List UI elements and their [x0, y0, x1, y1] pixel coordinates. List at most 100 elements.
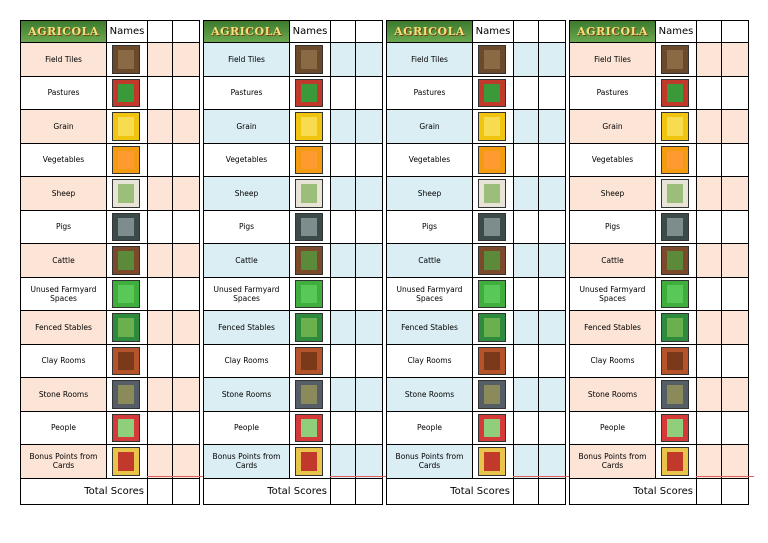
tile-icon: [661, 112, 689, 141]
red-line: [147, 475, 205, 477]
row-label: Stone Rooms: [569, 377, 656, 412]
score-cell: [513, 343, 539, 378]
total-label: Total Scores: [386, 477, 514, 505]
row-label: Pigs: [203, 209, 290, 244]
row-label: Sheep: [569, 176, 656, 211]
logo: AGRICOLA: [569, 20, 656, 43]
row-label: Grain: [386, 109, 473, 144]
row-label: Unused Farmyard Spaces: [203, 276, 290, 311]
tile-icon-inner: [667, 452, 683, 471]
row-label: Field Tiles: [386, 42, 473, 77]
row-label: Vegetables: [203, 142, 290, 177]
names-header: Names: [655, 20, 697, 43]
score-cell: [172, 310, 200, 345]
row-label: Pigs: [20, 209, 107, 244]
score-cell: [172, 410, 200, 445]
cell: [721, 20, 749, 43]
score-cell: [330, 243, 356, 278]
score-cell: [538, 176, 566, 211]
tile-icon-inner: [118, 452, 134, 471]
row-label: People: [20, 410, 107, 445]
row-label: Fenced Stables: [203, 310, 290, 345]
tile-icon: [478, 45, 506, 74]
row-label: Cattle: [569, 243, 656, 278]
score-cell: [172, 42, 200, 77]
score-cell: [355, 109, 383, 144]
row-label: Bonus Points from Cards: [20, 444, 107, 479]
tile-icon-inner: [484, 150, 500, 169]
row-label: Pigs: [386, 209, 473, 244]
tile-icon-inner: [301, 351, 317, 370]
row-label: Stone Rooms: [20, 377, 107, 412]
tile-icon-inner: [118, 184, 134, 203]
score-cell: [172, 75, 200, 110]
row-label: Pastures: [569, 75, 656, 110]
score-cell: [147, 310, 173, 345]
score-cell: [721, 444, 749, 479]
tile-icon-inner: [484, 184, 500, 203]
score-cell: [538, 343, 566, 378]
score-cell: [538, 109, 566, 144]
score-cell: [538, 310, 566, 345]
score-cell: [696, 377, 722, 412]
row-label: Stone Rooms: [203, 377, 290, 412]
tile-icon-inner: [484, 418, 500, 437]
score-cell: [721, 75, 749, 110]
row-label: Clay Rooms: [386, 343, 473, 378]
score-cell: [696, 209, 722, 244]
tile-icon-inner: [484, 284, 500, 303]
tile-icon-inner: [301, 50, 317, 69]
score-cell: [538, 377, 566, 412]
score-cell: [696, 176, 722, 211]
score-cell: [513, 276, 539, 311]
red-line: [696, 475, 754, 477]
total-label: Total Scores: [203, 477, 331, 505]
row-label: Grain: [569, 109, 656, 144]
names-header: Names: [472, 20, 514, 43]
score-cell: [513, 209, 539, 244]
tile-icon: [112, 45, 140, 74]
row-label: Bonus Points from Cards: [203, 444, 290, 479]
score-cell: [172, 109, 200, 144]
tile-icon-inner: [667, 50, 683, 69]
score-cell: [355, 343, 383, 378]
tile-icon-inner: [118, 217, 134, 236]
score-cell: [147, 176, 173, 211]
tile-icon-inner: [118, 150, 134, 169]
red-line: [513, 475, 571, 477]
score-cell: [696, 109, 722, 144]
row-label: People: [203, 410, 290, 445]
score-cell: [330, 109, 356, 144]
score-cell: [538, 410, 566, 445]
score-cell: [172, 142, 200, 177]
tile-icon-inner: [118, 351, 134, 370]
tile-icon-inner: [667, 184, 683, 203]
total-cell: [696, 477, 722, 505]
total-cell: [172, 477, 200, 505]
score-cell: [147, 142, 173, 177]
cell: [147, 20, 173, 43]
score-cell: [330, 343, 356, 378]
tile-icon-inner: [667, 217, 683, 236]
logo: AGRICOLA: [203, 20, 290, 43]
score-cell: [513, 142, 539, 177]
score-cell: [513, 176, 539, 211]
score-cell: [147, 444, 173, 479]
tile-icon-inner: [667, 351, 683, 370]
row-label: Cattle: [386, 243, 473, 278]
row-label: Bonus Points from Cards: [386, 444, 473, 479]
score-cell: [330, 176, 356, 211]
tile-icon-inner: [301, 452, 317, 471]
score-cell: [513, 310, 539, 345]
score-cell: [721, 310, 749, 345]
score-cell: [172, 377, 200, 412]
tile-icon-inner: [301, 83, 317, 102]
row-label: Fenced Stables: [20, 310, 107, 345]
score-cell: [696, 243, 722, 278]
tile-icon-inner: [118, 418, 134, 437]
score-cell: [147, 276, 173, 311]
score-cell: [355, 310, 383, 345]
score-cell: [330, 444, 356, 479]
tile-icon-inner: [667, 251, 683, 270]
score-cell: [513, 410, 539, 445]
